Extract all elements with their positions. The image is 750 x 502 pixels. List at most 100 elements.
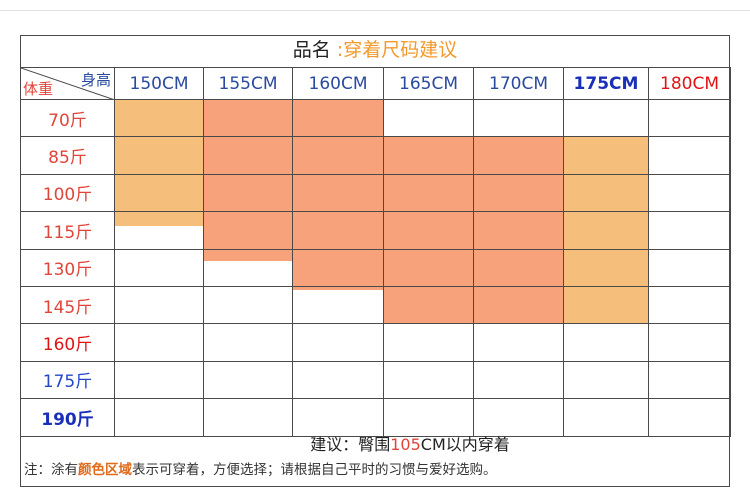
- height-header: 155CM: [203, 67, 293, 100]
- weight-label: 70斤: [20, 98, 115, 138]
- grid-cell: [648, 398, 731, 437]
- weight-row: 130斤: [20, 248, 731, 287]
- grid-cell: [473, 285, 564, 325]
- diagonal-line: [21, 68, 113, 99]
- grid-cell: [473, 136, 564, 175]
- grid-cell: [563, 285, 649, 325]
- grid-cell: [563, 211, 649, 250]
- chart-title: 品名 :穿着尺码建议: [20, 35, 730, 67]
- grid-cell: [114, 360, 204, 400]
- weight-row: 85斤: [20, 136, 731, 175]
- weight-label: 145斤: [20, 285, 115, 325]
- grid-cell: [203, 136, 293, 175]
- grid-cell: [563, 98, 649, 138]
- grid-cell: [203, 211, 293, 250]
- grid-cell: [383, 173, 474, 213]
- note-highlight: 颜色区域: [78, 462, 132, 478]
- suggestion-suffix: CM以内穿着: [420, 435, 510, 454]
- grid-cell: [292, 360, 384, 400]
- grid-cell: [383, 285, 474, 325]
- size-grid: 身高 体重 150CM 155CM 160CM 165CM 170CM 175C…: [20, 67, 731, 437]
- header-row: 身高 体重 150CM 155CM 160CM 165CM 170CM 175C…: [20, 67, 731, 100]
- weight-axis-label: 体重: [23, 80, 54, 98]
- grid-cell: [648, 285, 731, 325]
- grid-cell: [292, 285, 384, 325]
- weight-row: 160斤: [20, 323, 731, 362]
- grid-cell: [473, 398, 564, 437]
- grid-cell: [383, 98, 474, 138]
- weight-row: 190斤: [20, 398, 731, 437]
- height-header: 180CM: [648, 67, 731, 100]
- weight-label: 115斤: [20, 211, 115, 250]
- title-prefix: 品名: [292, 39, 331, 61]
- grid-cell: [114, 136, 204, 175]
- grid-cell: [648, 173, 731, 213]
- grid-cell: [473, 98, 564, 138]
- height-axis-label: 身高: [80, 71, 111, 89]
- grid-cell: [563, 360, 649, 400]
- grid-cell: [203, 360, 293, 400]
- grid-cell: [563, 398, 649, 437]
- grid-cell: [648, 248, 731, 287]
- grid-cell: [383, 248, 474, 287]
- grid-cell: [383, 398, 474, 437]
- weight-row: 115斤: [20, 211, 731, 250]
- weight-row: 70斤: [20, 98, 731, 138]
- title-colon: :: [330, 39, 344, 61]
- size-suggestion: 建议：臀围105CM以内穿着: [20, 433, 730, 457]
- weight-label: 190斤: [20, 398, 115, 437]
- grid-cell: [114, 173, 204, 213]
- grid-cell: [203, 248, 293, 287]
- weight-row: 145斤: [20, 285, 731, 325]
- grid-cell: [114, 323, 204, 362]
- weight-label: 85斤: [20, 136, 115, 175]
- grid-cell: [383, 323, 474, 362]
- corner-cell: 身高 体重: [20, 67, 115, 100]
- grid-cell: [473, 248, 564, 287]
- grid-cell: [383, 211, 474, 250]
- weight-label: 175斤: [20, 360, 115, 400]
- height-header: 165CM: [383, 67, 474, 100]
- top-divider: [0, 10, 750, 11]
- grid-cell: [114, 248, 204, 287]
- grid-cell: [473, 360, 564, 400]
- grid-cell: [648, 211, 731, 250]
- suggestion-prefix: 建议：臀围: [310, 435, 391, 454]
- grid-cell: [473, 211, 564, 250]
- grid-cell: [563, 248, 649, 287]
- grid-cell: [648, 136, 731, 175]
- weight-label: 100斤: [20, 173, 115, 213]
- grid-cell: [292, 136, 384, 175]
- grid-cell: [292, 211, 384, 250]
- grid-cell: [114, 98, 204, 138]
- grid-cell: [203, 323, 293, 362]
- grid-cell: [648, 360, 731, 400]
- title-name: 穿着尺码建议: [343, 39, 458, 61]
- grid-cell: [292, 173, 384, 213]
- grid-cell: [383, 136, 474, 175]
- grid-cell: [563, 323, 649, 362]
- grid-cell: [473, 173, 564, 213]
- suggestion-number: 105: [390, 435, 421, 454]
- height-header: 160CM: [292, 67, 384, 100]
- grid-cell: [292, 248, 384, 287]
- height-header: 150CM: [114, 67, 204, 100]
- height-header: 170CM: [473, 67, 564, 100]
- grid-cell: [114, 398, 204, 437]
- note-suffix: 表示可穿着，方便选择；请根据自己平时的习惯与爱好选购。: [132, 462, 497, 478]
- weight-label: 160斤: [20, 323, 115, 362]
- grid-cell: [292, 398, 384, 437]
- grid-cell: [203, 285, 293, 325]
- height-header: 175CM: [563, 67, 649, 100]
- weight-row: 175斤: [20, 360, 731, 400]
- grid-cell: [292, 98, 384, 138]
- grid-cell: [648, 98, 731, 138]
- grid-cell: [648, 323, 731, 362]
- weight-row: 100斤: [20, 173, 731, 213]
- grid-cell: [114, 285, 204, 325]
- grid-cell: [203, 398, 293, 437]
- grid-cell: [203, 173, 293, 213]
- footnote: 注：涂有颜色区域表示可穿着，方便选择；请根据自己平时的习惯与爱好选购。: [24, 458, 724, 482]
- grid-cell: [383, 360, 474, 400]
- grid-cell: [203, 98, 293, 138]
